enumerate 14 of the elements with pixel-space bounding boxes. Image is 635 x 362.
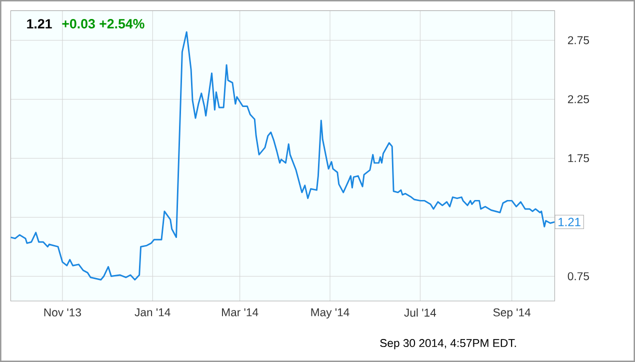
x-tick-label: Mar '14 xyxy=(222,308,258,316)
x-tick-label: May '14 xyxy=(311,308,350,319)
x-tick-label: Sep '14 xyxy=(493,308,531,319)
x-tick-label: Jan '14 xyxy=(134,308,170,316)
y-tick-label: 1.75 xyxy=(568,154,589,162)
chart-subtitle: +0.03 +2.54% xyxy=(62,19,144,28)
annotation: 1.21 xyxy=(558,218,580,226)
chart-title: 1.21 xyxy=(27,19,52,28)
x-tick-label: Nov '13 xyxy=(44,308,81,316)
x-tick-label: Jul '14 xyxy=(404,308,436,317)
y-tick-label: 2.25 xyxy=(568,95,589,104)
y-tick-label: 2.75 xyxy=(568,36,589,44)
y-tick-label: 0.75 xyxy=(568,272,589,280)
text: Sep 30 2014, 4:57PM EDT. xyxy=(380,339,516,350)
